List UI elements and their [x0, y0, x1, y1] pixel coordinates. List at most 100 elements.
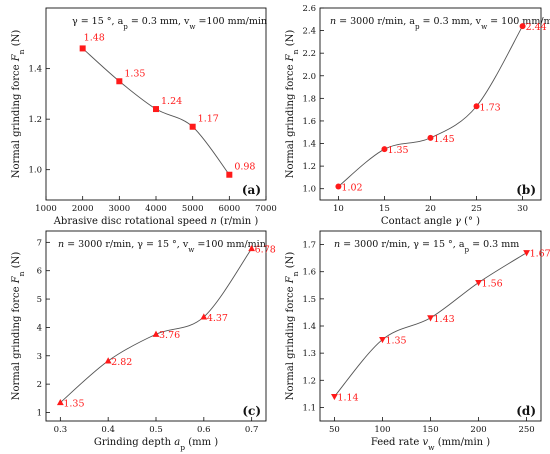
- panel-letter: (b): [516, 183, 536, 197]
- y-tick-label: 7: [37, 238, 42, 248]
- y-tick-label: 3: [37, 352, 42, 362]
- data-point: [116, 78, 123, 85]
- data-label: 1.35: [385, 336, 406, 347]
- chart-panel-c: 0.3 0.4 0.5 0.6 0.7 1 2 3 4 5 6 7 Grinding depth ap …: [11, 230, 276, 452]
- y-tick-label: 1.5: [302, 295, 316, 305]
- y-tick-label: 1.3: [302, 349, 316, 359]
- data-point: [427, 134, 434, 141]
- data-point: [473, 103, 480, 110]
- y-axis-label: Normal grinding force Fn (N): [11, 252, 26, 401]
- data-point: [379, 336, 386, 344]
- data-label: 1.56: [482, 279, 503, 290]
- data-label: 1.35: [63, 399, 84, 410]
- data-label: 3.76: [159, 330, 180, 341]
- data-label: 4.37: [207, 313, 228, 324]
- y-tick-label: 1.4: [302, 322, 316, 332]
- y-tick-label: 1.2: [302, 376, 316, 386]
- y-axis-label: Normal grinding force Fn (N): [11, 30, 26, 179]
- series-line: [60, 248, 253, 403]
- data-label: 1.43: [434, 314, 455, 325]
- data-label: 0.98: [234, 162, 255, 173]
- y-axis-label: Normal grinding force Fn (N): [285, 252, 300, 401]
- panel-letter: (a): [242, 183, 261, 197]
- y-tick-label: 1.7: [302, 241, 316, 251]
- x-tick-label: 30: [517, 204, 528, 214]
- chart-panel-b: 10 15 20 25 30 1.0 1.2 1.4 1.6 1.8 2.0 2.2 2.4 2.6 Con…: [285, 4, 550, 227]
- x-tick-label: 250: [518, 425, 534, 435]
- data-label: 2.44: [526, 22, 547, 33]
- panel-letter: (c): [242, 404, 261, 418]
- x-tick-label: 3000: [109, 204, 131, 214]
- parameter-annotation: γ = 15 °, ap = 0.3 mm, vw =100 mm/min: [72, 16, 267, 31]
- y-tick-label: 2.2: [302, 49, 316, 59]
- data-point: [475, 279, 482, 287]
- y-axis-label: Normal grinding force Fn (N): [285, 30, 300, 179]
- data-point: [427, 315, 434, 322]
- x-axis-label: Contact angle γ (° ): [381, 216, 480, 227]
- y-tick-label: 5: [37, 295, 42, 305]
- y-tick-label: 1.2: [302, 162, 316, 172]
- data-label: 2.82: [111, 357, 132, 368]
- data-point: [331, 393, 338, 401]
- x-axis-label: Grinding depth ap (mm ): [94, 437, 218, 452]
- x-axis-label: Feed rate vw (mm/min ): [371, 437, 490, 452]
- plot-frame: [45, 230, 267, 422]
- data-point: [104, 357, 112, 364]
- data-point: [79, 45, 86, 52]
- data-point: [523, 250, 530, 257]
- y-tick-label: 1.8: [302, 94, 316, 104]
- x-tick-label: 100: [374, 425, 390, 435]
- y-tick-label: 1.4: [302, 140, 316, 150]
- data-point: [200, 313, 208, 320]
- y-tick-label: 2.4: [302, 27, 316, 37]
- x-axis-label: Abrasive disc rotational speed n (r/min …: [53, 216, 259, 227]
- y-tick-label: 1.6: [302, 268, 316, 278]
- data-label: 1.35: [124, 68, 145, 79]
- data-label: 1.67: [530, 249, 550, 260]
- chart-panel-a: 1000 2000 3000 4000 5000 6000 7000 1.0 1.2 1.4 Abr…: [11, 7, 277, 227]
- data-point: [381, 146, 388, 153]
- y-tick-label: 1.2: [28, 115, 42, 125]
- data-label: 6.78: [255, 245, 276, 256]
- data-point: [153, 106, 159, 113]
- data-label: 1.02: [341, 182, 362, 193]
- y-tick-label: 1.6: [302, 117, 316, 127]
- series-line: [334, 252, 527, 397]
- y-tick-label: 2: [37, 380, 42, 390]
- x-tick-label: 0.7: [245, 425, 259, 435]
- x-tick-label: 0.4: [101, 425, 115, 435]
- x-tick-label: 0.6: [197, 425, 211, 435]
- parameter-annotation: n = 3000 r/min, γ = 15 °, vw =100 mm/min: [58, 239, 266, 254]
- data-label: 1.45: [434, 134, 455, 145]
- x-tick-label: 50: [329, 425, 340, 435]
- data-label: 1.14: [337, 393, 358, 404]
- x-tick-label: 4000: [145, 204, 167, 214]
- y-tick-label: 1.0: [28, 166, 42, 176]
- data-point: [152, 330, 160, 337]
- plot-frame: [319, 7, 542, 201]
- x-tick-label: 150: [422, 425, 438, 435]
- data-label: 1.24: [161, 96, 182, 107]
- x-tick-label: 10: [333, 204, 344, 214]
- x-tick-label: 2000: [72, 204, 94, 214]
- y-tick-label: 1.1: [302, 403, 316, 413]
- x-tick-label: 200: [470, 425, 486, 435]
- data-label: 1.17: [198, 114, 219, 125]
- x-tick-label: 0.5: [149, 425, 163, 435]
- data-point: [56, 398, 64, 406]
- parameter-annotation: n = 3000 r/min, γ = 15 °, ap = 0.3 mm: [334, 239, 519, 254]
- panel-letter: (d): [516, 404, 536, 418]
- x-tick-label: 20: [425, 204, 436, 214]
- x-tick-label: 6000: [219, 204, 241, 214]
- x-tick-label: 15: [379, 204, 390, 214]
- x-tick-label: 1000: [35, 204, 57, 214]
- data-point: [519, 23, 526, 30]
- y-tick-label: 2.6: [302, 4, 316, 14]
- x-tick-label: 5000: [182, 204, 204, 214]
- data-label: 1.73: [480, 102, 501, 113]
- x-tick-label: 0.3: [54, 425, 68, 435]
- y-tick-label: 1.4: [28, 65, 42, 75]
- parameter-annotation: n = 3000 r/min, ap = 0.3 mm, vw = 100 mm…: [330, 16, 550, 31]
- y-tick-label: 1.0: [302, 185, 316, 195]
